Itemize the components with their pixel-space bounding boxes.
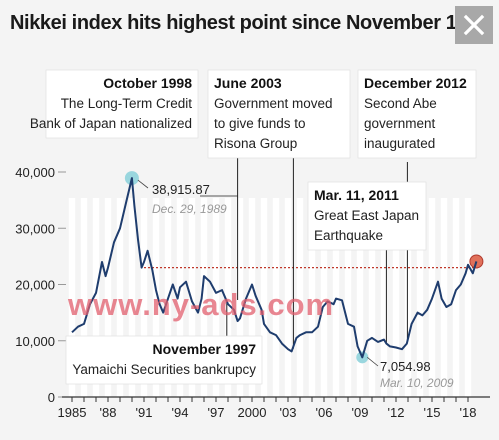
year-bar bbox=[104, 198, 112, 397]
annotation-date: Dec. 29, 1989 bbox=[152, 202, 227, 216]
year-bar bbox=[356, 198, 364, 397]
x-tick-label: '97 bbox=[208, 405, 225, 420]
event-description: Yamaichi Securities bankrupcy bbox=[72, 362, 256, 377]
annotation-date: Mar. 10, 2009 bbox=[380, 376, 454, 390]
annotation-value: 38,915.87 bbox=[152, 182, 210, 197]
year-bar bbox=[236, 198, 244, 397]
event-box-bg bbox=[65, 335, 263, 385]
year-bar bbox=[284, 198, 292, 397]
y-tick-label: 10,000 bbox=[15, 334, 55, 349]
x-tick-label: '91 bbox=[136, 405, 153, 420]
watermark: www.ny-ads.com bbox=[68, 287, 335, 322]
year-bar bbox=[224, 198, 232, 397]
year-bar bbox=[80, 198, 88, 397]
y-tick-label: 40,000 bbox=[15, 165, 55, 180]
event-box: June 2003 Government moved to give funds t… bbox=[207, 69, 351, 159]
year-bar bbox=[320, 198, 328, 397]
event-headline: June 2003 bbox=[214, 75, 282, 91]
close-icon bbox=[463, 14, 485, 36]
year-bar bbox=[140, 198, 148, 397]
event-description: Second Abe bbox=[364, 96, 437, 111]
x-tick-label: '06 bbox=[316, 405, 333, 420]
year-bar bbox=[152, 198, 160, 397]
event-description: Earthquake bbox=[314, 228, 383, 243]
year-bar bbox=[344, 198, 352, 397]
event-headline: Mar. 11, 2011 bbox=[314, 187, 399, 203]
year-bar bbox=[212, 198, 220, 397]
event-headline: December 2012 bbox=[364, 75, 467, 91]
year-bar bbox=[416, 198, 424, 397]
x-tick-label: '12 bbox=[388, 405, 405, 420]
event-description: government bbox=[364, 116, 436, 131]
year-bar bbox=[452, 198, 460, 397]
event-description: Great East Japan bbox=[314, 208, 419, 223]
annotation-leader bbox=[367, 357, 379, 367]
year-bar bbox=[92, 198, 100, 397]
year-bar bbox=[392, 198, 400, 397]
event-box: November 1997 Yamaichi Securities bankrup… bbox=[65, 335, 263, 385]
year-bar bbox=[332, 198, 340, 397]
event-box-bg bbox=[45, 69, 199, 139]
x-axis: 1985 '88 '91 '94 '97 2000 '03 '06 '09 '12 '15 '18 bbox=[58, 396, 490, 420]
annotation-leader bbox=[137, 179, 149, 189]
year-bar bbox=[368, 198, 376, 397]
event-headline: November 1997 bbox=[152, 341, 256, 357]
event-description: Government moved bbox=[214, 96, 333, 111]
event-box-bg bbox=[357, 69, 477, 159]
annotation-value: 7,054.98 bbox=[380, 359, 431, 374]
x-tick-label: 1985 bbox=[58, 405, 87, 420]
x-tick-label: '18 bbox=[460, 405, 477, 420]
year-bar bbox=[200, 198, 208, 397]
page-title: Nikkei index hits highest point since No… bbox=[10, 12, 489, 34]
x-tick-label: '88 bbox=[100, 405, 117, 420]
event-description: Bank of Japan nationalized bbox=[30, 116, 192, 131]
event-description: Risona Group bbox=[214, 136, 297, 151]
x-tick-label: 2000 bbox=[238, 405, 267, 420]
y-tick-label: 0 bbox=[48, 390, 55, 405]
event-box-bg bbox=[207, 69, 351, 159]
year-bar bbox=[248, 198, 256, 397]
year-bar bbox=[188, 198, 196, 397]
event-headline: October 1998 bbox=[103, 75, 192, 91]
year-bar bbox=[260, 198, 268, 397]
event-description: The Long-Term Credit bbox=[61, 96, 193, 111]
series-line bbox=[71, 177, 478, 359]
y-tick-label: 30,000 bbox=[15, 221, 55, 236]
x-tick-label: '15 bbox=[424, 405, 441, 420]
year-bar bbox=[128, 198, 136, 397]
year-bar bbox=[464, 198, 472, 397]
y-tick-label: 20,000 bbox=[15, 278, 55, 293]
event-box: October 1998 The Long-Term Credit Bank of … bbox=[30, 69, 199, 139]
event-leaders bbox=[226, 140, 408, 349]
year-bar bbox=[68, 198, 76, 397]
year-bar bbox=[380, 198, 388, 397]
event-box: December 2012 Second Abe government inaugur… bbox=[357, 69, 477, 159]
event-description: to give funds to bbox=[214, 116, 306, 131]
event-box-bg bbox=[307, 181, 427, 251]
x-tick-label: '94 bbox=[172, 405, 189, 420]
close-button[interactable] bbox=[455, 6, 493, 44]
year-bar bbox=[176, 198, 184, 397]
year-bar bbox=[116, 198, 124, 397]
event-box: Mar. 11, 2011 Great East Japan Earthquake bbox=[307, 181, 427, 251]
year-bar bbox=[308, 198, 316, 397]
year-bar bbox=[272, 198, 280, 397]
year-bar bbox=[440, 198, 448, 397]
y-axis: 0 10,000 20,000 30,000 40,000 bbox=[15, 165, 66, 405]
year-bar bbox=[404, 198, 412, 397]
event-description: inaugurated bbox=[364, 136, 435, 151]
x-tick-label: '09 bbox=[352, 405, 369, 420]
year-bar bbox=[296, 198, 304, 397]
x-tick-label: '03 bbox=[280, 405, 297, 420]
